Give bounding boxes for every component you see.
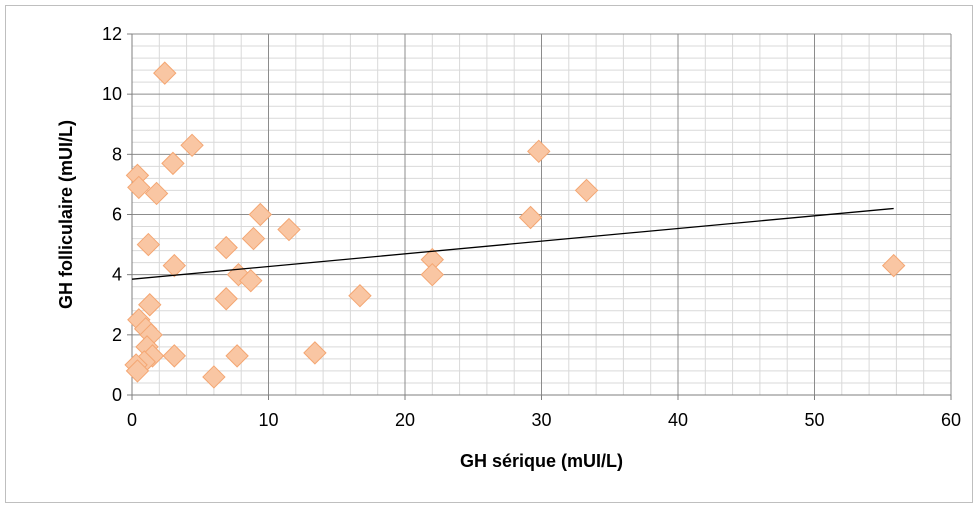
x-tick-label: 60 [941, 410, 961, 430]
data-point [214, 287, 238, 311]
data-point [277, 217, 301, 242]
x-tick-label: 40 [668, 410, 688, 430]
data-point [248, 202, 273, 227]
y-tick-label: 12 [102, 24, 122, 44]
data-point [136, 232, 161, 257]
data-point [225, 344, 249, 368]
data-point [527, 139, 551, 164]
data-point [162, 253, 187, 278]
data-point [138, 293, 162, 317]
data-point [239, 268, 263, 293]
chart-frame [5, 5, 973, 503]
y-tick-label: 8 [112, 144, 122, 164]
y-tick-label: 4 [112, 265, 122, 285]
data-point [881, 253, 906, 278]
y-tick-label: 2 [112, 325, 122, 345]
y-tick-labels: 0 2 4 6 8 10 12 [102, 24, 122, 405]
axes [127, 33, 952, 400]
y-tick-label: 0 [112, 385, 122, 405]
y-axis-title: GH folliculaire (mUI/L) [56, 120, 76, 309]
data-point [303, 341, 327, 365]
x-axis-title: GH sérique (mUI/L) [460, 451, 623, 471]
data-point [420, 262, 445, 287]
data-point [518, 205, 543, 230]
y-tick-label: 6 [112, 205, 122, 225]
data-point [202, 365, 226, 389]
data-point [127, 175, 151, 200]
data-point [144, 181, 169, 206]
data-point [162, 344, 187, 368]
data-point [348, 284, 372, 308]
data-point [214, 235, 238, 260]
data-point [153, 61, 177, 85]
data-point [180, 133, 204, 158]
x-tick-label: 10 [258, 410, 278, 430]
data-point [161, 151, 185, 176]
trendline-group [131, 207, 894, 280]
x-tick-label: 0 [127, 410, 137, 430]
trendline [131, 207, 894, 280]
x-tick-labels: 0 10 20 30 40 50 60 [127, 410, 961, 430]
data-point [241, 226, 266, 251]
data-points [124, 61, 906, 389]
data-point [574, 178, 599, 203]
data-point [125, 359, 150, 383]
y-tick-label: 10 [102, 84, 122, 104]
x-tick-label: 50 [804, 410, 824, 430]
x-tick-label: 30 [531, 410, 551, 430]
x-tick-label: 20 [395, 410, 415, 430]
